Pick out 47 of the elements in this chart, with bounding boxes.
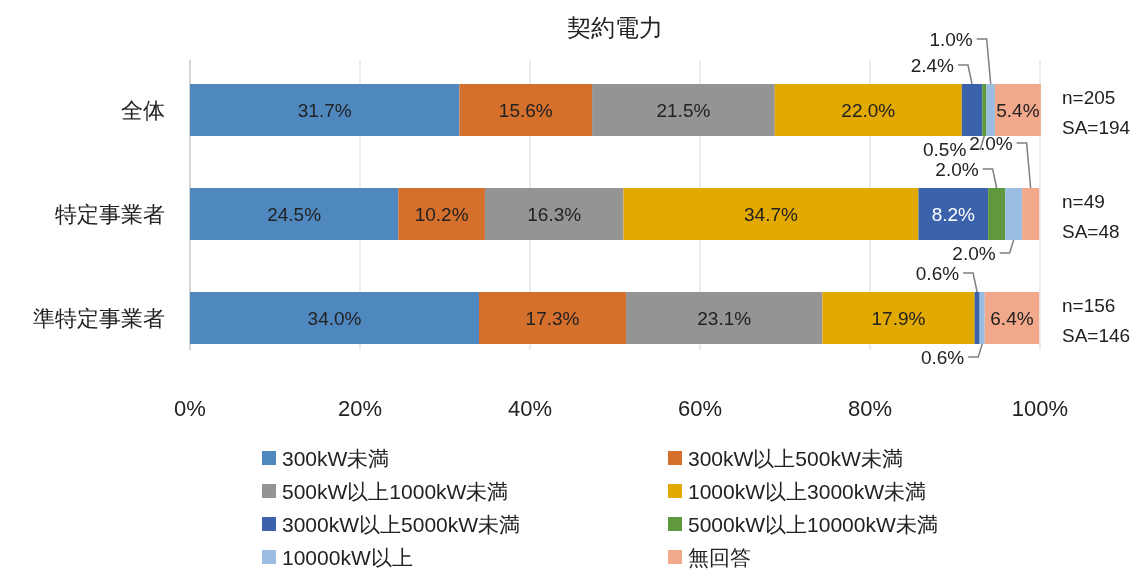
y-tick-label: 準特定事業者 — [33, 306, 165, 331]
text: SA=48 — [1062, 221, 1120, 242]
legend-label: 300kW未満 — [282, 447, 390, 470]
y-tick-label: 全体 — [121, 98, 165, 123]
data-label: 15.6% — [498, 100, 553, 121]
data-label: 21.5% — [656, 100, 711, 121]
data-label: 2.0% — [969, 133, 1013, 154]
data-label: 10.2% — [414, 204, 469, 225]
data-label: 34.0% — [307, 308, 362, 329]
data-label: 0.6% — [920, 347, 965, 368]
data-label: 2.4% — [910, 55, 955, 76]
data-label: 31.7% — [297, 100, 352, 121]
y-tick-label: 特定事業者 — [55, 202, 165, 227]
x-tick-label: 0% — [174, 396, 206, 421]
data-label: 24.5% — [267, 204, 322, 225]
data-label: 16.3% — [527, 204, 582, 225]
x-tick-label: 60% — [677, 396, 723, 421]
data-label: 34.7% — [744, 204, 799, 225]
x-tick-label: 80% — [847, 396, 893, 421]
x-tick-label: 40% — [507, 396, 553, 421]
legend-label: 1000kW以上3000kW未満 — [688, 480, 927, 503]
data-label: 0.5% — [923, 139, 967, 160]
x-tick-label: 100% — [1011, 396, 1069, 421]
data-label: 1.0% — [929, 29, 973, 50]
legend-label: 5000kW以上10000kW未満 — [688, 513, 938, 536]
x-tick-label: 20% — [337, 396, 383, 421]
data-label: 0.6% — [915, 263, 960, 284]
data-label: 22.0% — [841, 100, 896, 121]
text: SA=146 — [1062, 325, 1131, 346]
data-label: 17.3% — [525, 308, 580, 329]
text: n=156 — [1062, 295, 1116, 316]
data-label: 5.4% — [996, 100, 1040, 121]
text: n=205 — [1062, 87, 1116, 108]
text: SA=194 — [1062, 117, 1131, 138]
legend-label: 10000kW以上 — [282, 546, 413, 569]
data-label: 6.4% — [990, 308, 1034, 329]
data-label: 2.0% — [952, 243, 996, 264]
text: n=49 — [1062, 191, 1105, 212]
chart-title: 契約電力 — [567, 14, 663, 41]
legend-label: 500kW以上1000kW未満 — [282, 480, 509, 503]
data-label: 8.2% — [931, 204, 976, 225]
data-label: 23.1% — [697, 308, 752, 329]
legend-label: 300kW以上500kW未満 — [688, 447, 903, 470]
legend-label: 無回答 — [688, 546, 751, 569]
data-label: 17.9% — [871, 308, 926, 329]
data-label: 2.0% — [935, 159, 979, 180]
legend-label: 3000kW以上5000kW未満 — [282, 513, 521, 536]
